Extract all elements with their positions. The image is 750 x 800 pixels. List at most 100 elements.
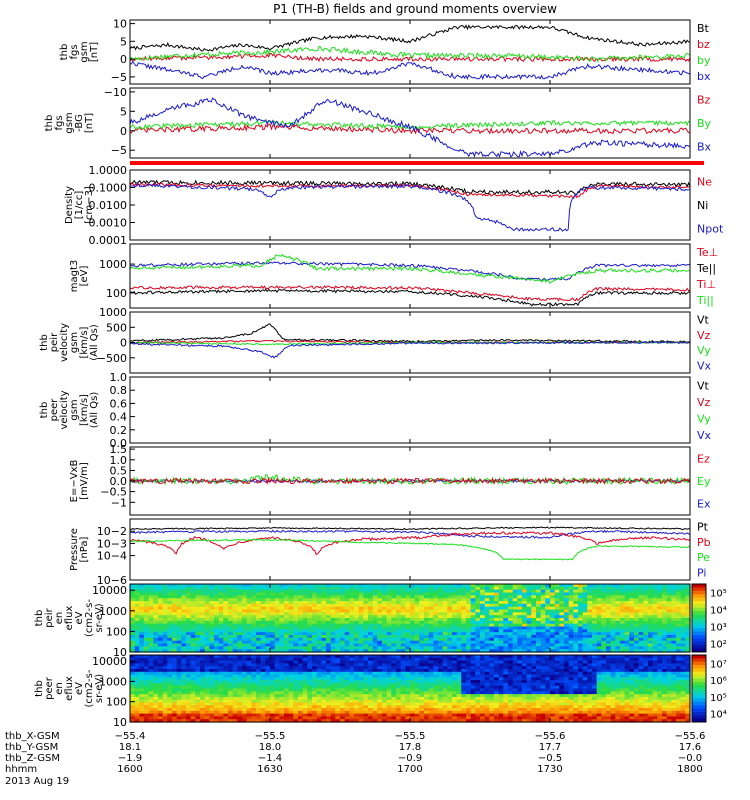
spectrogram-cell (344, 649, 350, 653)
spectrogram-cell (237, 719, 243, 723)
spectrogram-cell (606, 626, 612, 630)
spectrogram-cell (438, 586, 444, 591)
spectrogram-cell (176, 632, 182, 636)
spectrogram-cell (302, 601, 308, 605)
spectrogram-cell (522, 584, 528, 588)
spectrogram-cell (139, 601, 145, 605)
spectrogram-cell (433, 646, 439, 650)
spectrogram-cell (396, 640, 402, 645)
spectrogram-cell (246, 680, 252, 684)
spectrogram-cell (209, 719, 215, 723)
spectrogram-cell (274, 710, 280, 715)
spectrogram-cell (386, 603, 392, 608)
spectrogram-cell (134, 632, 140, 636)
spectrogram-cell (363, 674, 369, 678)
spectrogram-cell (428, 612, 434, 616)
spectrogram-cell (456, 595, 462, 599)
spectrogram-cell (246, 691, 252, 695)
spectrogram-cell (540, 649, 546, 653)
spectrogram-cell (573, 598, 579, 602)
spectrogram-cell (438, 688, 444, 692)
spectrogram-cell (438, 716, 444, 720)
spectrogram-cell (158, 685, 164, 690)
spectrogram-cell (405, 586, 411, 591)
spectrogram-cell (578, 640, 584, 645)
spectrogram-cell (209, 589, 215, 594)
spectrogram-cell (298, 603, 304, 608)
spectrogram-cell (494, 603, 500, 608)
spectrogram-cell (134, 657, 140, 662)
spectrogram-cell (251, 671, 257, 676)
spectrogram-cell (256, 688, 262, 692)
series-line-black (129, 323, 691, 344)
spectrogram-cell (237, 660, 243, 664)
spectrogram-cell (424, 584, 430, 588)
spectrogram-cell (246, 589, 252, 594)
spectrogram-cell (484, 609, 490, 613)
spectrogram-cell (237, 669, 243, 673)
spectrogram-cell (316, 606, 322, 611)
spectrogram-cell (578, 646, 584, 650)
legend-entry: Ti⊥ (696, 278, 716, 291)
spectrogram-cell (223, 708, 229, 712)
spectrogram-cell (307, 669, 313, 673)
spectrogram-cell (279, 640, 285, 645)
spectrogram-cell (624, 595, 630, 599)
spectrogram-cell (130, 595, 136, 599)
spectrogram-cell (568, 629, 574, 633)
spectrogram-cell (559, 615, 565, 619)
spectrogram-cell (452, 609, 458, 613)
spectrogram-cell (237, 716, 243, 720)
spectrogram-cell (601, 592, 607, 596)
spectrogram-cell (456, 603, 462, 608)
spectrogram-cell (237, 666, 243, 670)
spectrogram-cell (274, 719, 280, 723)
spectrogram-cell (466, 680, 472, 684)
spectrogram-cell (265, 674, 271, 678)
colorbar-segment (692, 584, 706, 588)
spectrogram-cell (302, 635, 308, 639)
spectrogram-cell (162, 710, 168, 715)
spectrogram-cell (260, 632, 266, 636)
spectrogram-cell (680, 589, 686, 594)
spectrogram-cell (218, 657, 224, 662)
spectrogram-cell (209, 685, 215, 690)
spectrogram-cell (204, 584, 210, 588)
spectrogram-cell (316, 691, 322, 695)
spectrogram-cell (214, 609, 220, 613)
spectrogram-cell (162, 669, 168, 673)
spectrogram-cell (568, 589, 574, 594)
spectrogram-cell (456, 655, 462, 659)
spectrogram-cell (246, 595, 252, 599)
spectrogram-cell (606, 609, 612, 613)
spectrogram-cell (134, 649, 140, 653)
spectrogram-cell (363, 626, 369, 630)
spectrogram-cell (186, 612, 192, 616)
spectrogram-cell (260, 603, 266, 608)
spectrogram-cell (270, 677, 276, 681)
spectrogram-cell (181, 635, 187, 639)
spectrogram-cell (228, 655, 234, 659)
spectrogram-cell (274, 626, 280, 630)
spectrogram-cell (270, 640, 276, 645)
spectrogram-cell (218, 671, 224, 676)
spectrogram-cell (312, 702, 318, 706)
spectrogram-cell (452, 663, 458, 667)
spectrogram-cell (419, 663, 425, 667)
spectrogram-cell (186, 586, 192, 591)
spectrogram-cell (209, 671, 215, 676)
spectrogram-cell (470, 592, 476, 596)
spectrogram-cell (433, 620, 439, 625)
spectrogram-cell (484, 589, 490, 594)
spectrogram-cell (564, 618, 570, 622)
spectrogram-cell (578, 601, 584, 605)
spectrogram-cell (410, 669, 416, 673)
spectrogram-cell (503, 626, 509, 630)
spectrogram-cell (386, 719, 392, 723)
spectrogram-cell (139, 643, 145, 647)
spectrogram-cell (232, 680, 238, 684)
spectrogram-cell (335, 702, 341, 706)
spectrogram-cell (624, 637, 630, 642)
spectrogram-cell (279, 601, 285, 605)
spectrogram-cell (251, 677, 257, 681)
